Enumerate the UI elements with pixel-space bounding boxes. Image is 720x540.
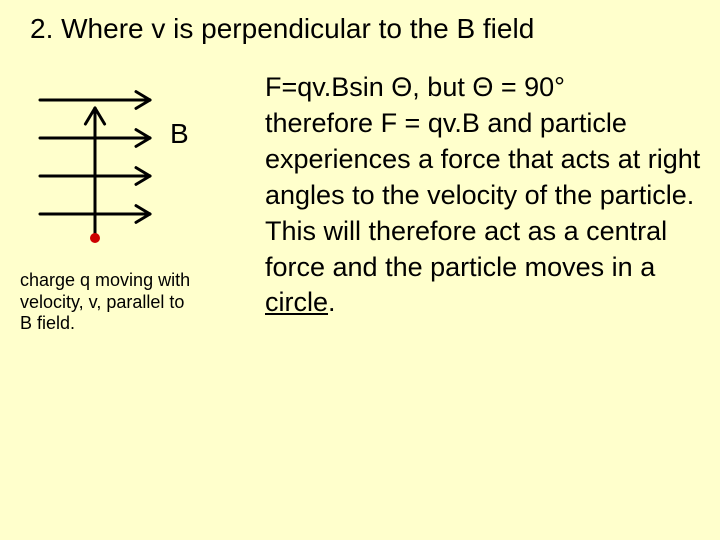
b-field-label: B: [170, 118, 189, 150]
field-diagram: B: [20, 80, 250, 270]
body-period: .: [328, 287, 336, 317]
body-text: F=qv.Bsin Θ, but Θ = 90° therefore F = q…: [265, 70, 705, 321]
diagram-svg: [20, 80, 250, 270]
left-column: B: [20, 80, 250, 270]
slide-title: 2. Where v is perpendicular to the B fie…: [30, 12, 690, 46]
circle-word: circle: [265, 287, 328, 317]
diagram-caption: charge q moving with velocity, v, parall…: [20, 270, 200, 335]
body-line1: F=qv.Bsin Θ, but Θ = 90°: [265, 72, 565, 102]
body-line2: therefore F = qv.B and particle experien…: [265, 108, 700, 282]
